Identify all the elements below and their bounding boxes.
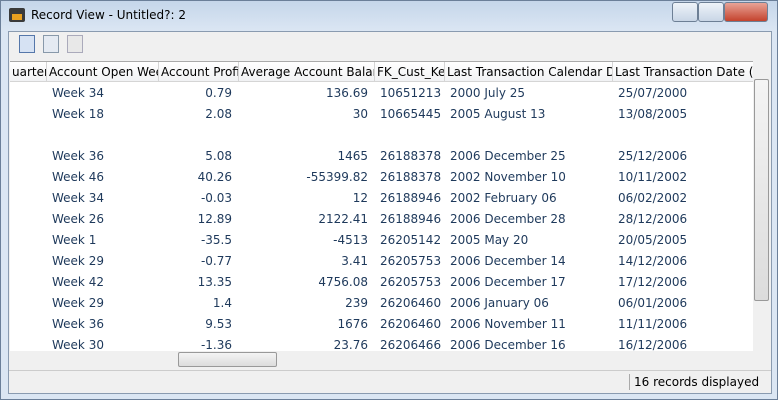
table-cell: 2006 December 17 xyxy=(450,275,566,289)
table-cell: 26206460 xyxy=(380,317,442,331)
table-cell: Week 26 xyxy=(52,212,104,226)
table-cell: 4756.08 xyxy=(318,275,368,289)
table-cell: 14/12/2006 xyxy=(618,254,688,268)
table-cell: Week 1 xyxy=(52,233,97,247)
table-cell: Week 29 xyxy=(52,254,104,268)
client-area: uarter Account Open Week Account Profit Ave… xyxy=(8,31,772,394)
table-cell: 2006 December 28 xyxy=(450,212,566,226)
table-cell: 26188946 xyxy=(380,191,442,205)
window-title: Record View - Untitled?: 2 xyxy=(31,8,187,22)
table-cell: 2006 December 25 xyxy=(450,149,566,163)
table-cell: Week 36 xyxy=(52,317,104,331)
column-header[interactable]: Average Account Balance xyxy=(239,62,375,82)
table-cell: 17/12/2006 xyxy=(618,275,688,289)
table-cell: 28/12/2006 xyxy=(618,212,688,226)
table-cell: -1.36 xyxy=(200,338,232,352)
table-cell: 2005 May 20 xyxy=(450,233,529,247)
horizontal-scrollbar[interactable] xyxy=(10,351,753,368)
scroll-thumb[interactable] xyxy=(178,352,277,367)
vertical-scrollbar[interactable] xyxy=(753,61,770,351)
column-header[interactable]: Last Transaction Date (Dat xyxy=(613,62,753,82)
table-cell: 26188378 xyxy=(380,170,442,184)
table-cell: Week 34 xyxy=(52,86,104,100)
table-cell: -35.5 xyxy=(200,233,232,247)
app-icon xyxy=(9,8,25,22)
table-cell: Week 18 xyxy=(52,107,104,121)
column-header[interactable]: uarter xyxy=(10,62,47,82)
toolbar-button[interactable] xyxy=(67,35,83,53)
toolbar-button[interactable] xyxy=(19,35,35,53)
column-header[interactable]: Last Transaction Calendar Date xyxy=(445,62,613,82)
table-cell: Week 29 xyxy=(52,296,104,310)
table-cell: -55399.82 xyxy=(306,170,368,184)
table-cell: 136.69 xyxy=(326,86,368,100)
table-cell: 2006 December 14 xyxy=(450,254,566,268)
table-cell: 26205753 xyxy=(380,275,442,289)
table-cell: Week 46 xyxy=(52,170,104,184)
table-cell: 30 xyxy=(352,107,368,121)
table-cell: 2005 August 13 xyxy=(450,107,546,121)
table-cell: 2002 February 06 xyxy=(450,191,557,205)
table-cell: 1676 xyxy=(337,317,368,331)
table-cell: 5.08 xyxy=(205,149,232,163)
table-cell: 2122.41 xyxy=(318,212,368,226)
table-cell: Week 30 xyxy=(52,338,104,352)
table-cell: 2006 January 06 xyxy=(450,296,549,310)
table-cell: 1.4 xyxy=(212,296,232,310)
table-cell: 13/08/2005 xyxy=(618,107,688,121)
table-cell: 26188946 xyxy=(380,212,442,226)
table-cell: 16/12/2006 xyxy=(618,338,688,352)
table-cell: 26205753 xyxy=(380,254,442,268)
maximize-button[interactable] xyxy=(698,2,724,22)
column-header[interactable]: FK_Cust_Key xyxy=(375,62,445,82)
table-cell: 06/02/2002 xyxy=(618,191,688,205)
status-text: 16 records displayed xyxy=(629,374,759,390)
record-grid: uarter Account Open Week Account Profit Ave… xyxy=(10,61,753,352)
column-header[interactable]: Account Open Week xyxy=(47,62,159,82)
table-cell: 2002 November 10 xyxy=(450,170,566,184)
table-cell: 10/11/2002 xyxy=(618,170,688,184)
table-cell: 12 xyxy=(352,191,368,205)
table-cell: 26205142 xyxy=(380,233,442,247)
table-cell: Week 34 xyxy=(52,191,104,205)
table-cell: 10651213 xyxy=(380,86,442,100)
status-bar: 16 records displayed xyxy=(9,370,771,394)
table-cell: 06/01/2006 xyxy=(618,296,688,310)
table-cell: 2.08 xyxy=(205,107,232,121)
table-cell: 1465 xyxy=(337,149,368,163)
table-cell: Week 42 xyxy=(52,275,104,289)
table-cell: 10665445 xyxy=(380,107,442,121)
table-cell: -4513 xyxy=(333,233,368,247)
column-header[interactable]: Account Profit xyxy=(159,62,239,82)
table-cell: 25/07/2000 xyxy=(618,86,688,100)
table-cell: 20/05/2005 xyxy=(618,233,688,247)
table-cell: 2006 November 11 xyxy=(450,317,566,331)
toolbar-button[interactable] xyxy=(43,35,59,53)
table-cell: -0.77 xyxy=(200,254,232,268)
table-cell: 239 xyxy=(345,296,368,310)
table-cell: 12.89 xyxy=(197,212,232,226)
table-cell: 9.53 xyxy=(205,317,232,331)
table-cell: 3.41 xyxy=(341,254,368,268)
table-cell: 26206466 xyxy=(380,338,442,352)
minimize-button[interactable] xyxy=(672,2,698,22)
table-cell: 40.26 xyxy=(197,170,232,184)
scroll-thumb[interactable] xyxy=(754,79,769,301)
table-cell: 23.76 xyxy=(333,338,368,352)
table-cell: 26206460 xyxy=(380,296,442,310)
table-cell: 11/11/2006 xyxy=(618,317,688,331)
table-cell: 2000 July 25 xyxy=(450,86,526,100)
table-cell: 25/12/2006 xyxy=(618,149,688,163)
table-cell: 2006 December 16 xyxy=(450,338,566,352)
table-cell: 13.35 xyxy=(197,275,232,289)
table-cell: Week 36 xyxy=(52,149,104,163)
table-cell: 0.79 xyxy=(205,86,232,100)
table-cell: -0.03 xyxy=(200,191,232,205)
table-cell: 26188378 xyxy=(380,149,442,163)
close-button[interactable] xyxy=(724,2,768,22)
